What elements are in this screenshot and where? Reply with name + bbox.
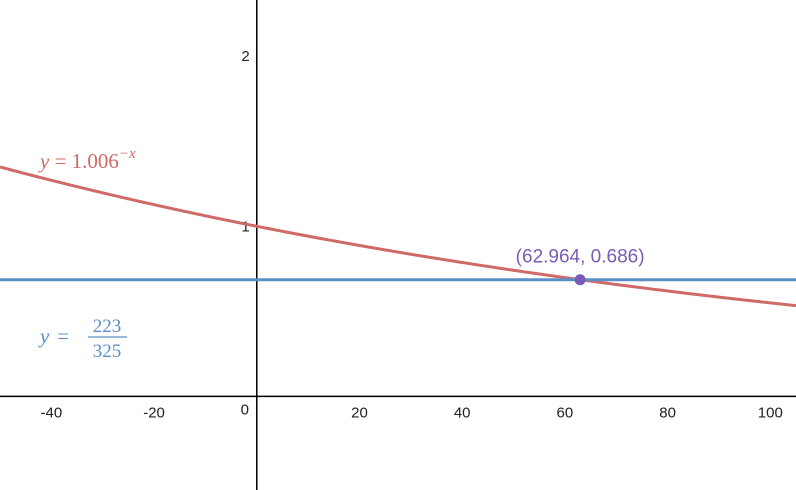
eq1-y: y xyxy=(38,149,50,173)
x-tick-label: -20 xyxy=(143,404,165,421)
x-tick-label: -40 xyxy=(41,404,63,421)
exponential-equation-label: y = 1.006−x xyxy=(38,146,136,173)
x-tick-label: 40 xyxy=(454,404,471,421)
equation-labels: y = 1.006−x y = 223 325 xyxy=(38,146,136,362)
eq1-base: 1.006 xyxy=(72,149,119,173)
series-lines xyxy=(0,165,796,308)
y-tick-label: 2 xyxy=(241,48,249,65)
eq2-denominator: 325 xyxy=(93,341,122,362)
intersection-point[interactable] xyxy=(574,274,586,286)
x-tick-label: 60 xyxy=(557,404,574,421)
x-tick-label: 100 xyxy=(758,404,783,421)
eq1-equals: = xyxy=(49,149,71,173)
x-tick-label: 80 xyxy=(659,404,676,421)
eq1-exponent: −x xyxy=(119,146,136,162)
x-tick-label: 0 xyxy=(241,401,249,418)
eq2-y: y xyxy=(38,324,50,348)
y-tick-label: 1 xyxy=(241,218,249,235)
eq2-numerator: 223 xyxy=(93,316,122,337)
tick-labels: -40 -20 0 20 40 60 80 100 1 2 xyxy=(41,48,783,421)
eq2-equals: = xyxy=(52,324,74,348)
exponential-curve xyxy=(0,165,796,308)
intersection-label: (62.964, 0.686) xyxy=(516,247,645,268)
x-tick-label: 20 xyxy=(351,404,368,421)
constant-equation-label: y = 223 325 xyxy=(38,316,127,362)
intersection: (62.964, 0.686) xyxy=(516,247,645,286)
